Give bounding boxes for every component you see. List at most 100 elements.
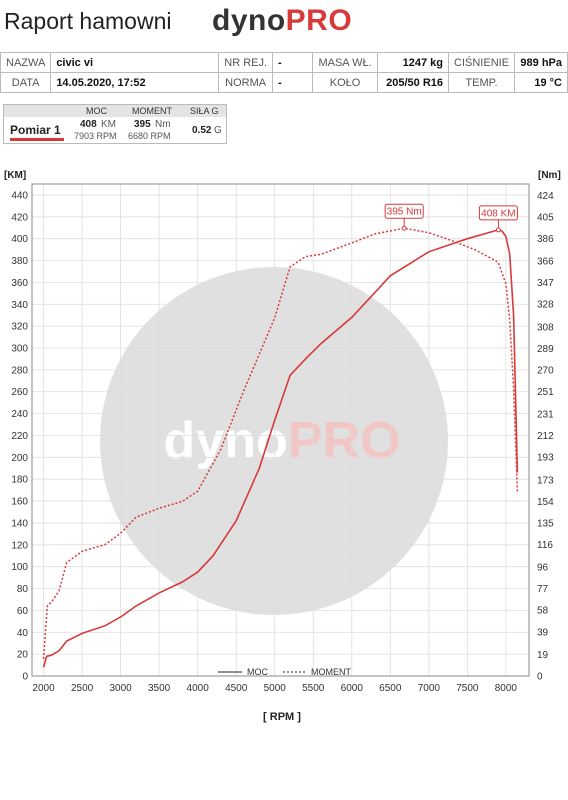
torque-rpm: 6680 RPM (128, 131, 171, 141)
y-tick-label-right: 39 (537, 627, 549, 638)
y-tick-label-left: 240 (11, 409, 28, 420)
y-tick-label-left: 160 (11, 497, 28, 508)
y-tick-label-left: 440 (11, 190, 28, 201)
y-tick-label-left: 420 (11, 212, 28, 223)
y-tick-label-right: 405 (537, 212, 554, 223)
x-tick-label: 2000 (32, 683, 55, 694)
info-table: NAZWA civic vi NR REJ. - MASA WŁ. 1247 k… (0, 52, 568, 93)
y-tick-label-right: 77 (537, 584, 549, 595)
info-value: 19 °C (514, 72, 568, 93)
col-power-header: MOC (86, 106, 107, 116)
y-tick-label-left: 200 (11, 453, 28, 464)
y-tick-label-left: 20 (17, 650, 29, 661)
y-tick-label-right: 289 (537, 344, 554, 355)
col-g-header: SIŁA G (190, 106, 219, 116)
x-tick-label: 5000 (264, 683, 287, 694)
y-tick-label-right: 251 (537, 387, 554, 398)
y-tick-label-right: 173 (537, 475, 554, 486)
y-tick-label-left: 180 (11, 475, 28, 486)
y-tick-label-left: 360 (11, 278, 28, 289)
report-header: Raport hamowni dynoPRO (0, 0, 568, 44)
x-tick-label: 2500 (71, 683, 94, 694)
y-tick-label-right: 231 (537, 410, 554, 421)
col-torque-header: MOMENT (132, 106, 172, 116)
y-tick-label-left: 40 (17, 628, 29, 639)
y-tick-label-right: 116 (537, 540, 553, 551)
y-tick-label-right: 366 (537, 257, 554, 268)
y-tick-label-left: 260 (11, 387, 28, 398)
info-row: NAZWA civic vi NR REJ. - MASA WŁ. 1247 k… (0, 52, 568, 73)
annotation-label: 408 KM (481, 208, 515, 219)
y-tick-label-right: 193 (537, 453, 554, 464)
watermark-text: dynoPRO (164, 412, 401, 470)
y-tick-label-left: 340 (11, 300, 28, 311)
legend-label-power: MOC (247, 667, 268, 677)
y-tick-label-right: 270 (537, 365, 554, 376)
y-tick-label-right: 58 (537, 606, 549, 617)
power-value: 408 (80, 119, 97, 130)
x-tick-label: 4000 (187, 683, 210, 694)
y-tick-label-left: 220 (11, 431, 28, 442)
power-rpm: 7903 RPM (74, 131, 117, 141)
x-axis: 2000 2500 3000 3500 4000 4500 5000 5500 6000 6500… (32, 683, 517, 694)
measurement-summary: MOC MOMENT SIŁA G Pomiar 1 408 KM 7903 R… (3, 104, 227, 144)
annotation-point (401, 225, 407, 231)
y-tick-label-left: 100 (11, 562, 28, 573)
x-tick-label: 5500 (302, 683, 325, 694)
x-tick-label: 6500 (379, 683, 402, 694)
x-axis-label: [ RPM ] (263, 711, 301, 723)
x-tick-label: 6000 (341, 683, 364, 694)
y-tick-label-right: 212 (537, 431, 554, 442)
info-label: KOŁO (312, 72, 378, 93)
y-axis-right: 0 19 39 58 77 96 116 135 154 173 193 212 231 251 270 28… (537, 191, 554, 683)
g-unit: G (214, 125, 222, 136)
x-tick-label: 3500 (148, 683, 171, 694)
y-tick-label-right: 19 (537, 650, 549, 661)
y-tick-label-left: 140 (11, 518, 28, 529)
measurement-name: Pomiar 1 (10, 123, 61, 137)
y-tick-label-right: 308 (537, 322, 554, 333)
measurement-header (4, 105, 226, 117)
x-tick-label: 7000 (418, 683, 441, 694)
info-value: - (272, 72, 314, 93)
y-tick-label-left: 60 (17, 606, 29, 617)
torque-value: 395 (134, 119, 151, 130)
series-line-torque (42, 227, 519, 660)
y-tick-label-right: 424 (537, 191, 554, 202)
y-tick-label-left: 380 (11, 256, 28, 267)
x-tick-label: 8000 (495, 683, 518, 694)
x-tick-label: 3000 (109, 683, 132, 694)
y-axis-right-label: [Nm] (538, 170, 561, 181)
annotation-box (384, 203, 424, 219)
annotation-point (495, 227, 501, 233)
info-label: MASA WŁ. (312, 52, 378, 73)
info-value: 14.05.2020, 17:52 (50, 72, 220, 93)
y-tick-label-right: 328 (537, 300, 554, 311)
annotation-label: 395 Nm (387, 207, 422, 218)
y-axis-left: 0 20 40 60 80 100 120 140 160 180 200 220 240 260 280 3… (11, 190, 28, 682)
y-tick-label-left: 80 (17, 584, 29, 595)
brand-logo: dynoPRO (212, 4, 353, 37)
measurement-color-line (10, 138, 64, 141)
y-tick-label-left: 0 (22, 672, 28, 683)
y-tick-label-right: 0 (537, 672, 543, 683)
y-axis-left-label: [KM] (4, 170, 26, 181)
y-tick-label-left: 120 (11, 540, 28, 551)
y-tick-label-right: 96 (537, 563, 549, 574)
annotation-box (478, 205, 518, 221)
y-tick-label-right: 386 (537, 234, 554, 245)
y-tick-label-left: 280 (11, 365, 28, 376)
info-value: 205/50 R16 (376, 72, 450, 93)
g-value: 0.52 (192, 125, 212, 136)
legend-label-torque: MOMENT (311, 667, 351, 677)
info-label: NAZWA (0, 52, 52, 73)
torque-unit: Nm (155, 119, 171, 130)
info-label: NORMA (218, 72, 274, 93)
info-label: TEMP. (448, 72, 516, 93)
info-row: DATA 14.05.2020, 17:52 NORMA - KOŁO 205/… (0, 72, 568, 93)
y-tick-label-left: 300 (11, 344, 28, 355)
plot-frame (31, 183, 530, 677)
y-tick-label-left: 400 (11, 234, 28, 245)
report-title: Raport hamowni (4, 8, 172, 34)
